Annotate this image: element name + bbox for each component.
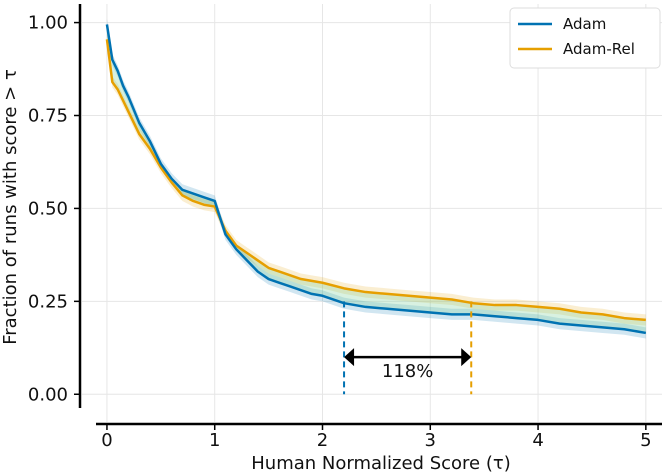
x-tick-label: 1 — [209, 430, 220, 451]
improvement-arrow-head-left — [344, 348, 355, 367]
x-tick-label: 4 — [532, 430, 543, 451]
annotation-layer: 118% — [343, 301, 473, 395]
x-axis-title: Human Normalized Score (τ) — [251, 453, 510, 473]
series-line-adam — [105, 24, 647, 335]
x-tick-label: 0 — [101, 430, 112, 451]
tick-labels: 0 1 2 3 4 5 0.00 0.25 0.50 0.75 1.00 — [28, 13, 652, 451]
legend-label-adam-rel: Adam-Rel — [563, 40, 635, 58]
series-line-adam-rel — [105, 39, 646, 322]
y-tick-label: 1.00 — [28, 13, 68, 34]
grid-layer — [82, 4, 662, 422]
confidence-bands — [106, 18, 646, 339]
legend-label-adam: Adam — [563, 15, 606, 33]
series-lines — [105, 24, 647, 335]
x-tick-label: 3 — [425, 430, 436, 451]
improvement-arrow-head-right — [461, 348, 472, 367]
x-tick-label: 5 — [640, 430, 651, 451]
legend: Adam Adam-Rel — [509, 7, 661, 69]
axes — [78, 4, 662, 426]
adam-ci-band — [106, 18, 646, 339]
y-tick-label: 0.50 — [28, 198, 68, 219]
adam-rel-ci-band — [106, 33, 646, 326]
x-tick-label: 2 — [317, 430, 328, 451]
y-axis-title: Fraction of runs with score > τ — [0, 69, 21, 345]
difference-fill — [106, 24, 646, 333]
y-tick-label: 0.00 — [28, 384, 68, 405]
y-tick-label: 0.25 — [28, 291, 68, 312]
y-tick-label: 0.75 — [28, 106, 68, 127]
improvement-label: 118% — [382, 361, 433, 382]
